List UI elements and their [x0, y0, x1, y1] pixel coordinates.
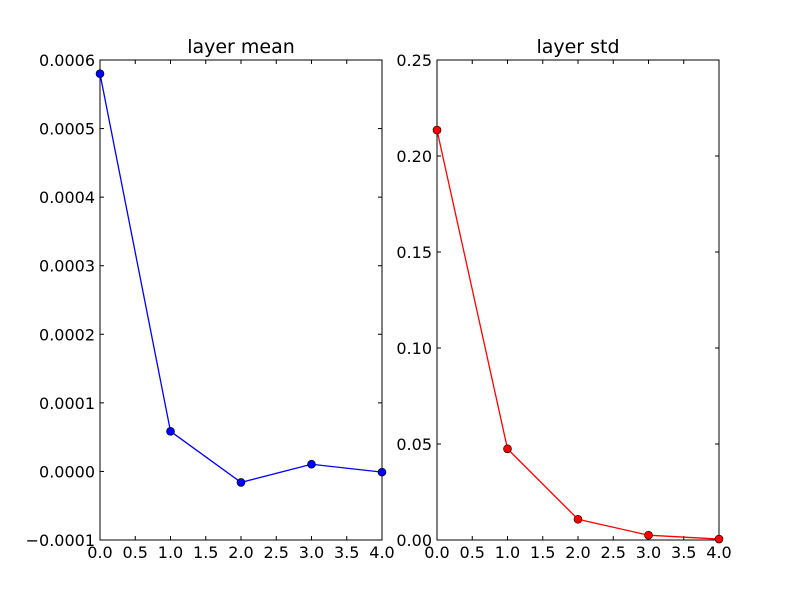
layer-std-series-line	[436, 129, 720, 540]
layer-mean-ytick-label: 0.0001	[39, 394, 95, 413]
layer-std-data-point	[644, 530, 653, 540]
layer-mean-data-point	[95, 69, 105, 79]
layer-std-xtick-label: 2.5	[601, 543, 626, 562]
layer-mean-ytick-label: 0.0003	[39, 257, 95, 276]
layer-std-xtick-label: 1.0	[495, 543, 520, 562]
layer-std-xtick-label: 1.5	[530, 543, 555, 562]
layer-mean-data-point	[236, 478, 246, 487]
layer-mean-title: layer mean	[187, 36, 295, 58]
layer-std-ytick-label: 0.05	[396, 435, 432, 454]
layer-std-ytick-label: 0.20	[396, 147, 432, 166]
layer-mean-ytick-label: 0.0000	[39, 462, 95, 481]
layer-std-plot: layer std 0.0 0.5 1.0 1.5 2.0 2.5 3.0 3.5 4.0 0.00…	[396, 36, 731, 562]
layer-mean-xtick-label: 3.0	[299, 543, 324, 562]
layer-mean-xtick-label: 3.5	[334, 543, 359, 562]
layer-mean-ytick-label: 0.0005	[39, 120, 95, 139]
layer-std-ytick-label: 0.25	[396, 51, 432, 70]
layer-mean-plot: layer mean 0.0 0.5 1.0 1.5 2.0 2.5 3.0 3.5 4.0 −0.…	[26, 36, 395, 562]
layer-mean-ytick-label: 0.0004	[39, 188, 95, 207]
layer-mean-xtick-label: 0.0	[87, 543, 112, 562]
layer-std-ytick-label: 0.10	[396, 339, 432, 358]
layer-std-title: layer std	[536, 36, 619, 58]
layer-std-xtick-label: 4.0	[706, 543, 731, 562]
layer-mean-xtick-label: 1.0	[158, 543, 183, 562]
layer-mean-xtick-label: 2.5	[264, 543, 289, 562]
layer-mean-ytick-label: 0.0002	[39, 325, 95, 344]
layer-std-xtick-label: 3.0	[636, 543, 661, 562]
layer-mean-series-line	[99, 73, 383, 484]
layer-mean-xtick-label: 4.0	[369, 543, 394, 562]
layer-mean-xtick-label: 1.5	[193, 543, 218, 562]
layer-std-data-point	[714, 534, 724, 544]
layer-mean-ytick-label: 0.0006	[39, 51, 95, 70]
layer-mean-xtick-label: 2.0	[228, 543, 253, 562]
layer-std-xtick-label: 3.5	[671, 543, 696, 562]
layer-std-frame	[436, 59, 720, 541]
layer-mean-ytick-label: −0.0001	[26, 531, 95, 550]
layer-std-xtick-label: 0.0	[424, 543, 449, 562]
layer-mean-data-point	[166, 427, 175, 436]
layer-std-data-point	[503, 444, 512, 454]
layer-std-ytick-label: 0.15	[396, 243, 432, 262]
layer-std-xtick-label: 2.0	[565, 543, 590, 562]
layer-std-data-point	[432, 125, 442, 135]
layer-std-ytick-label: 0.00	[396, 531, 432, 550]
layer-mean-data-point	[307, 459, 316, 469]
layer-std-data-point	[573, 514, 583, 524]
layer-std-xtick-label: 0.5	[460, 543, 485, 562]
layer-mean-xtick-label: 0.5	[123, 543, 148, 562]
layer-mean-data-point	[377, 467, 387, 477]
